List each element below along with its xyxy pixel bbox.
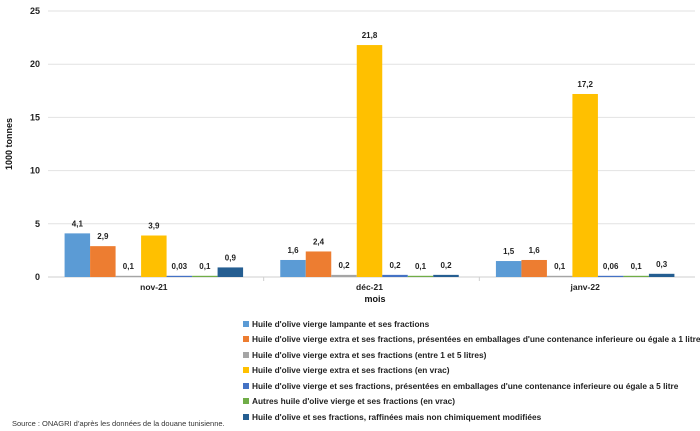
bar bbox=[382, 274, 408, 277]
legend-label: Huile d'olive et ses fractions, raffinée… bbox=[252, 411, 542, 422]
y-tick-label: 25 bbox=[30, 6, 40, 16]
bar bbox=[521, 259, 547, 277]
legend-swatch bbox=[243, 398, 249, 405]
data-label: 3,9 bbox=[148, 222, 160, 231]
y-tick-label: 10 bbox=[30, 166, 40, 176]
legend-item: Huile d'olive vierge lampante et ses fra… bbox=[243, 316, 700, 332]
legend-item: Huile d'olive vierge et ses fractions, p… bbox=[243, 378, 700, 394]
data-label: 4,1 bbox=[72, 219, 84, 228]
y-tick-label: 5 bbox=[35, 219, 40, 229]
bar bbox=[572, 93, 598, 277]
data-label: 0,3 bbox=[656, 260, 668, 269]
legend-item: Huile d'olive et ses fractions, raffinée… bbox=[243, 409, 700, 425]
source-note: Source : ONAGRI d’après les données de l… bbox=[12, 419, 225, 428]
legend-swatch bbox=[243, 413, 249, 420]
data-label: 1,5 bbox=[503, 247, 515, 256]
data-label: 0,1 bbox=[199, 262, 211, 271]
bar bbox=[64, 233, 91, 277]
legend-item: Huile d'olive vierge extra et ses fracti… bbox=[243, 363, 700, 379]
data-labels: 4,1 2,9 0,1 3,9 0,03 0,1 0,9 1,6 2,4 0,2 21,8 0,2 0,… bbox=[72, 31, 668, 271]
y-axis-ticks: 0 5 10 15 20 25 bbox=[30, 6, 40, 282]
legend: Huile d'olive vierge lampante et ses fra… bbox=[243, 316, 700, 425]
legend-label: Autres huile d'olive vierge et ses fract… bbox=[252, 396, 456, 407]
bar bbox=[433, 274, 459, 277]
data-label: 1,6 bbox=[529, 246, 541, 255]
legend-label: Huile d'olive vierge extra et ses fracti… bbox=[252, 365, 450, 376]
y-tick-label: 15 bbox=[30, 112, 40, 122]
bar bbox=[407, 275, 434, 277]
bars bbox=[64, 45, 675, 277]
legend-swatch bbox=[243, 367, 249, 374]
bar bbox=[166, 275, 193, 277]
chart: 0 5 10 15 20 25 4,1 2,9 0,1 3,9 0,03 0,1 0,9 1,6 2,4 0… bbox=[4, 6, 695, 304]
legend-label: Huile d'olive vierge extra et ses fracti… bbox=[252, 349, 487, 360]
legend-label: Huile d'olive vierge extra et ses fracti… bbox=[252, 334, 700, 345]
bar bbox=[546, 275, 573, 277]
data-label: 0,1 bbox=[631, 262, 643, 271]
data-label: 0,06 bbox=[603, 262, 619, 271]
x-axis-label: mois bbox=[364, 294, 385, 304]
bar bbox=[280, 259, 306, 277]
bar bbox=[648, 273, 675, 277]
bar bbox=[356, 45, 383, 277]
x-tick-label: nov-21 bbox=[140, 282, 168, 292]
y-tick-label: 20 bbox=[30, 59, 40, 69]
data-label: 2,4 bbox=[313, 237, 325, 246]
legend-swatch bbox=[243, 351, 249, 358]
data-label: 21,8 bbox=[362, 31, 378, 40]
y-tick-label: 0 bbox=[35, 272, 40, 282]
data-label: 0,2 bbox=[338, 261, 350, 270]
data-label: 0,2 bbox=[389, 261, 401, 270]
legend-label: Huile d'olive vierge lampante et ses fra… bbox=[252, 318, 430, 329]
data-label: 0,03 bbox=[172, 262, 188, 271]
bar bbox=[115, 275, 142, 277]
legend-item: Huile d'olive vierge extra et ses fracti… bbox=[243, 332, 700, 348]
bar bbox=[623, 275, 649, 277]
bar bbox=[597, 275, 624, 277]
bar bbox=[331, 274, 357, 277]
data-label: 0,1 bbox=[123, 262, 135, 271]
legend-swatch bbox=[243, 382, 249, 389]
data-label: 1,6 bbox=[287, 246, 299, 255]
bar bbox=[305, 251, 332, 277]
bar bbox=[217, 267, 244, 277]
y-axis-label: 1000 tonnes bbox=[4, 118, 14, 170]
data-label: 0,2 bbox=[440, 261, 452, 270]
data-label: 17,2 bbox=[577, 80, 593, 89]
bar bbox=[192, 275, 218, 277]
legend-swatch bbox=[243, 336, 249, 343]
bar bbox=[495, 261, 522, 277]
data-label: 0,9 bbox=[225, 253, 237, 262]
legend-label: Huile d'olive vierge et ses fractions, p… bbox=[252, 380, 679, 391]
bar bbox=[90, 246, 116, 277]
bar bbox=[141, 235, 167, 277]
legend-item: Huile d'olive vierge extra et ses fracti… bbox=[243, 347, 700, 363]
data-label: 0,1 bbox=[554, 262, 566, 271]
x-tick-label: janv-22 bbox=[570, 282, 601, 292]
data-label: 2,9 bbox=[97, 232, 109, 241]
x-axis-ticks: nov-21 déc-21 janv-22 bbox=[140, 282, 600, 292]
legend-swatch bbox=[243, 320, 249, 327]
x-tick-label: déc-21 bbox=[356, 282, 383, 292]
data-label: 0,1 bbox=[415, 262, 427, 271]
legend-item: Autres huile d'olive vierge et ses fract… bbox=[243, 394, 700, 410]
